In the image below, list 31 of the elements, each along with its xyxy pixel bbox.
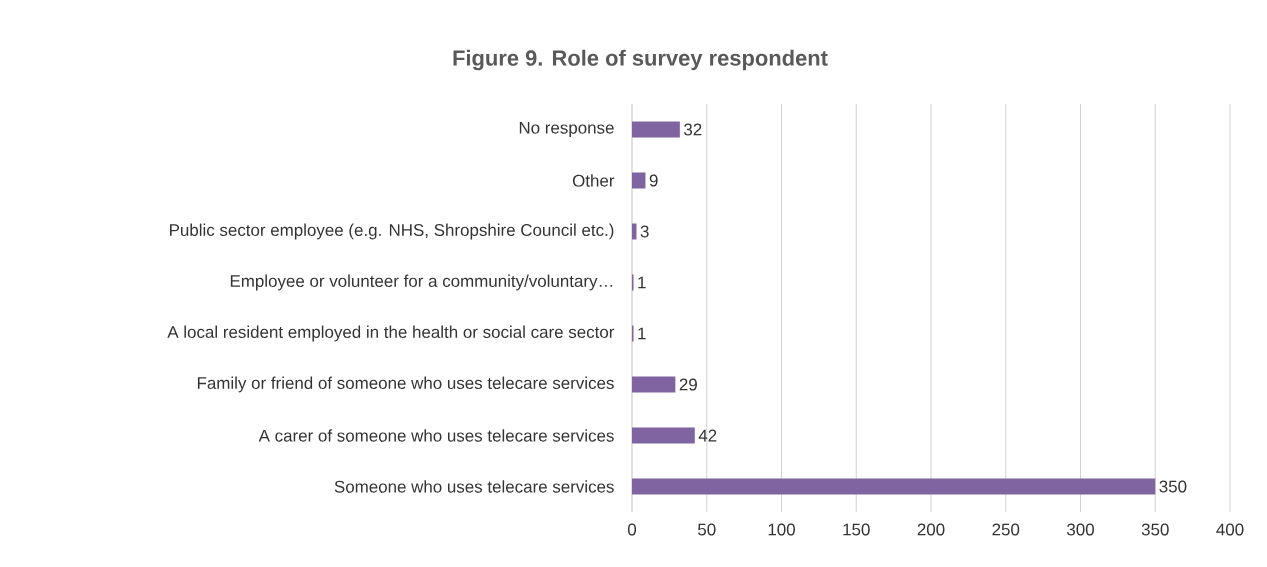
bar xyxy=(632,376,676,393)
chart-title: Figure 9. Role of survey respondent xyxy=(453,49,828,71)
data-label: 1 xyxy=(638,276,646,289)
x-tick-label: 100 xyxy=(768,523,795,536)
x-tick-label: 150 xyxy=(843,523,870,536)
x-tick-label: 50 xyxy=(698,523,716,536)
data-label: 1 xyxy=(638,327,646,340)
y-tick-label: A carer of someone who uses telecare services xyxy=(258,429,614,442)
y-tick-label: A local resident employed in the health or social care sector xyxy=(167,325,615,342)
data-label: 3 xyxy=(640,225,649,238)
data-label: 32 xyxy=(684,123,702,136)
x-tick-label: 0 xyxy=(627,523,637,536)
y-tick-label: Public sector employee (e.g. NHS, Shropshire Council etc.) xyxy=(170,223,614,240)
data-label: 9 xyxy=(649,174,658,187)
data-label: 42 xyxy=(698,429,717,442)
bar xyxy=(632,121,680,138)
x-tick-label: 250 xyxy=(992,523,1020,536)
data-label: 29 xyxy=(679,378,697,391)
data-label: 350 xyxy=(1159,480,1187,493)
y-tick-label: Other xyxy=(572,174,615,187)
x-tick-label: 300 xyxy=(1067,523,1094,536)
x-tick-label: 350 xyxy=(1141,523,1169,536)
bar xyxy=(632,427,695,444)
y-tick-label: Employee or volunteer for a community/voluntary… xyxy=(230,274,613,291)
y-tick-label: Family or friend of someone who uses telecare services xyxy=(197,376,614,393)
y-tick-label: Someone who uses telecare services xyxy=(334,480,614,493)
y-tick-label: No response xyxy=(519,121,614,138)
bar xyxy=(632,478,1156,495)
bar xyxy=(632,172,646,189)
x-tick-label: 200 xyxy=(917,523,945,536)
x-tick-label: 400 xyxy=(1216,523,1244,536)
